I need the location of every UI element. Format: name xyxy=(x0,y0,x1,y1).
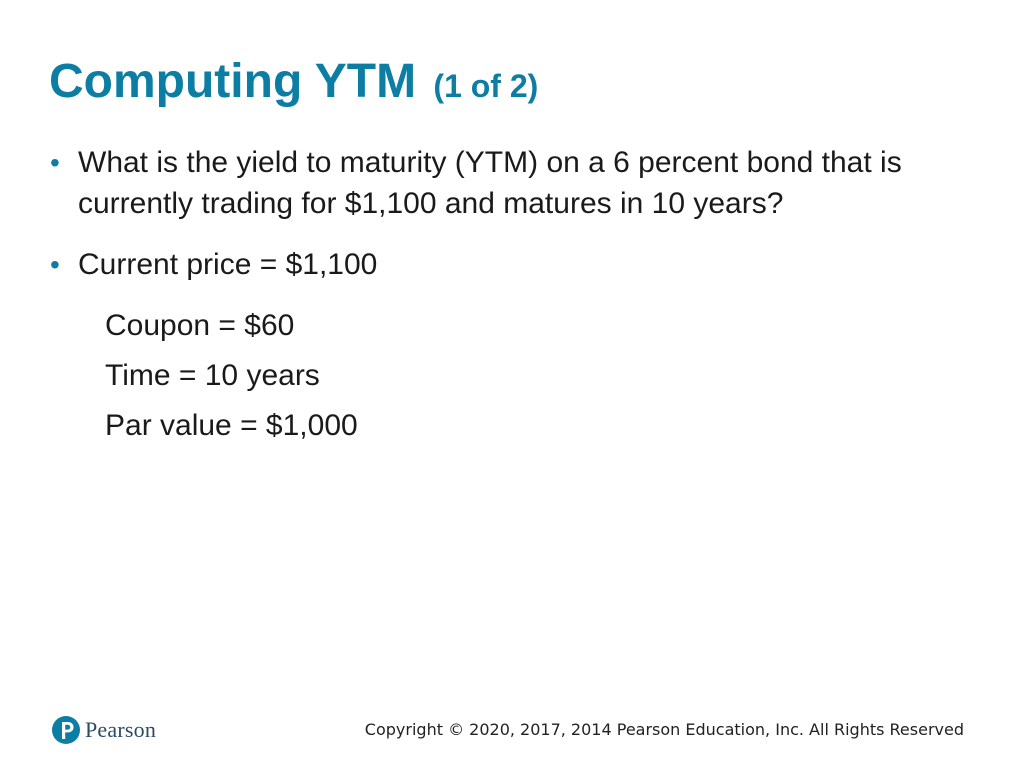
slide-title: Computing YTM (1 of 2) xyxy=(49,52,538,116)
bullet-question: • What is the yield to maturity (YTM) on… xyxy=(50,142,938,224)
bullet-current-price: • Current price = $1,100 xyxy=(50,244,950,285)
par-value-line: Par value = $1,000 xyxy=(105,409,358,442)
copyright-notice: Copyright © 2020, 2017, 2014 Pearson Edu… xyxy=(364,720,964,739)
coupon-line: Coupon = $60 xyxy=(105,309,295,342)
pearson-p-icon xyxy=(52,716,80,744)
bullet-dot-icon: • xyxy=(50,147,60,178)
bullet-dot-icon: • xyxy=(50,249,60,280)
title-page-indicator: (1 of 2) xyxy=(433,68,539,104)
pearson-logo: Pearson xyxy=(52,714,156,746)
bullet-text: Current price = $1,100 xyxy=(78,248,378,281)
slide-content: • What is the yield to maturity (YTM) on… xyxy=(50,142,950,451)
bond-parameters: Coupon = $60 Time = 10 years Par value =… xyxy=(50,301,950,451)
time-line: Time = 10 years xyxy=(105,359,320,392)
bullet-text: What is the yield to maturity (YTM) on a… xyxy=(78,146,902,220)
pearson-logo-text: Pearson xyxy=(85,717,157,742)
title-main: Computing YTM xyxy=(49,55,417,108)
